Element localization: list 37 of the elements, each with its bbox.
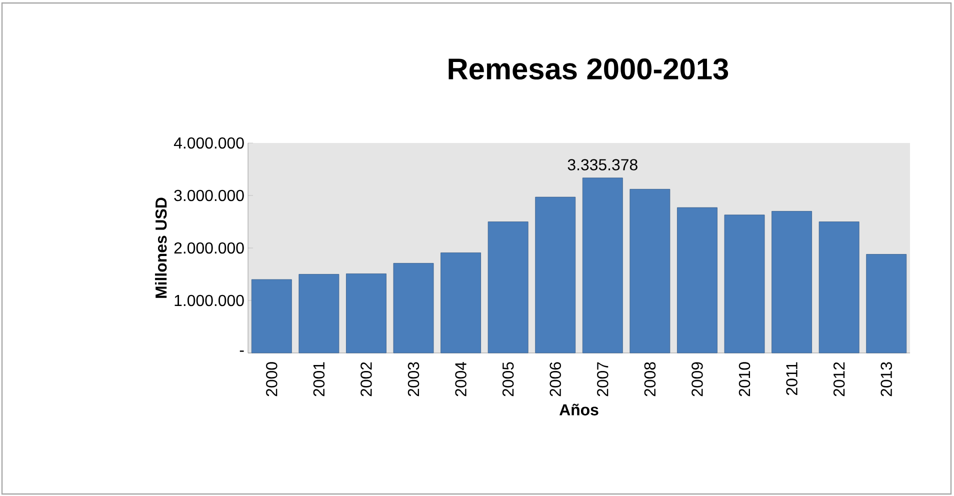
bar [488, 222, 528, 354]
bar [630, 188, 670, 354]
y-tick-label: 3.000.000 [174, 190, 244, 202]
x-tick-label: 2012 [833, 362, 845, 396]
y-axis-title: Millones USD [155, 198, 167, 298]
x-tick-label: 2003 [408, 362, 420, 396]
x-tick-label: 2005 [502, 362, 514, 396]
bar [582, 178, 623, 354]
y-tick-label: - [240, 350, 244, 352]
x-tick-label: 2006 [550, 362, 562, 396]
bar [818, 222, 860, 354]
bar [440, 252, 481, 354]
bar [393, 263, 434, 354]
x-tick-label: 2009 [692, 362, 703, 396]
x-tick-label: 2001 [313, 362, 325, 396]
x-tick-label: 2000 [266, 362, 278, 396]
bar [298, 274, 340, 354]
bar [866, 254, 907, 354]
x-tick-label: 2002 [360, 362, 372, 396]
bar [535, 196, 576, 354]
bar [724, 214, 765, 354]
x-tick-label: 2011 [786, 362, 798, 395]
x-tick-label: 2007 [597, 362, 608, 396]
x-tick-label: 2010 [738, 362, 750, 396]
bar [346, 274, 386, 354]
bar [677, 207, 718, 354]
y-tick-label: 4.000.000 [174, 137, 244, 149]
chart-title: Remesas 2000-2013 [448, 58, 728, 80]
x-axis-title: Años [559, 404, 598, 416]
x-tick-label: 2004 [455, 362, 466, 396]
data-label: 3.335.378 [568, 159, 638, 170]
bar [251, 279, 292, 354]
x-tick-label: 2008 [644, 362, 656, 396]
y-tick-label: 1.000.000 [174, 294, 244, 306]
bar [772, 211, 812, 354]
y-tick-label: 2.000.000 [174, 242, 244, 254]
x-tick-label: 2013 [880, 362, 892, 396]
